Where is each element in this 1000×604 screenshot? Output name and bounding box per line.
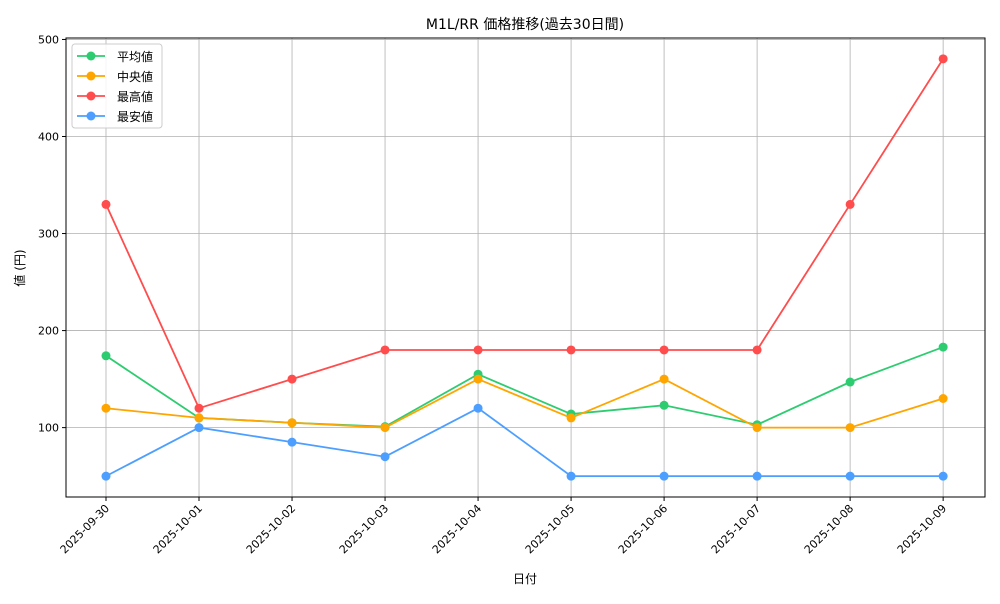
data-point: [659, 345, 669, 355]
series-line: [105, 58, 944, 410]
data-point: [659, 471, 669, 481]
data-point: [938, 54, 948, 64]
data-point: [380, 345, 390, 355]
data-point: [659, 400, 669, 410]
x-axis-label: 日付: [513, 572, 537, 586]
y-axis-label: 値 (円): [12, 249, 27, 286]
data-point: [473, 374, 483, 384]
x-tick-label: 2025-10-08: [802, 502, 856, 556]
data-point: [845, 199, 855, 209]
y-tick-label: 100: [38, 422, 59, 435]
data-point: [287, 437, 297, 447]
series-line: [105, 378, 944, 429]
x-tick-label: 2025-10-04: [430, 502, 484, 556]
legend-marker: [86, 51, 96, 61]
data-point: [845, 377, 855, 387]
x-tick-label: 2025-10-05: [523, 502, 577, 556]
series-平均値: [101, 342, 948, 432]
data-point: [938, 342, 948, 352]
data-point: [473, 403, 483, 413]
x-tick-label: 2025-09-30: [58, 502, 112, 556]
x-tick-label: 2025-10-03: [337, 502, 391, 556]
y-tick-label: 400: [38, 130, 59, 143]
series-最安値: [101, 403, 948, 481]
data-point: [380, 452, 390, 462]
data-point: [287, 374, 297, 384]
data-point: [566, 471, 576, 481]
data-point: [194, 423, 204, 433]
legend-label: 平均値: [117, 49, 153, 64]
y-tick-label: 300: [38, 228, 59, 241]
data-point: [194, 403, 204, 413]
legend-box: [71, 43, 163, 129]
legend-marker: [86, 91, 96, 101]
data-point: [566, 345, 576, 355]
x-tick-label: 2025-10-02: [244, 502, 298, 556]
y-tick-label: 200: [38, 325, 59, 338]
x-tick-label: 2025-10-06: [616, 502, 670, 556]
data-point: [938, 394, 948, 404]
data-point: [566, 413, 576, 423]
series-lines: [101, 54, 948, 481]
x-tick-label: 2025-10-07: [709, 502, 763, 556]
data-point: [752, 471, 762, 481]
data-point: [380, 423, 390, 433]
data-point: [287, 418, 297, 428]
plot-frame: [65, 37, 986, 498]
data-point: [473, 345, 483, 355]
series-中央値: [101, 374, 948, 433]
x-tick-label: 2025-10-01: [151, 502, 205, 556]
data-point: [752, 423, 762, 433]
data-point: [659, 374, 669, 384]
data-point: [101, 471, 111, 481]
chart-title: M1L/RR 価格推移(過去30日間): [426, 17, 624, 33]
data-point: [845, 423, 855, 433]
data-point: [845, 471, 855, 481]
legend-label: 最高値: [117, 89, 153, 104]
data-point: [101, 403, 111, 413]
series-最高値: [101, 54, 948, 413]
data-point: [938, 471, 948, 481]
data-point: [752, 345, 762, 355]
data-point: [194, 413, 204, 423]
data-point: [101, 351, 111, 361]
axis-ticks: 2025-09-30 2025-10-01 2025-10-02 2025-10-03…: [38, 33, 949, 556]
legend-marker: [86, 71, 96, 81]
series-line: [105, 346, 944, 428]
data-point: [101, 199, 111, 209]
series-line: [105, 407, 944, 478]
y-tick-label: 500: [38, 33, 59, 46]
legend-label: 中央値: [117, 69, 153, 84]
x-tick-label: 2025-10-09: [895, 502, 949, 556]
legend-label: 最安値: [117, 109, 153, 124]
legend-marker: [86, 111, 96, 121]
